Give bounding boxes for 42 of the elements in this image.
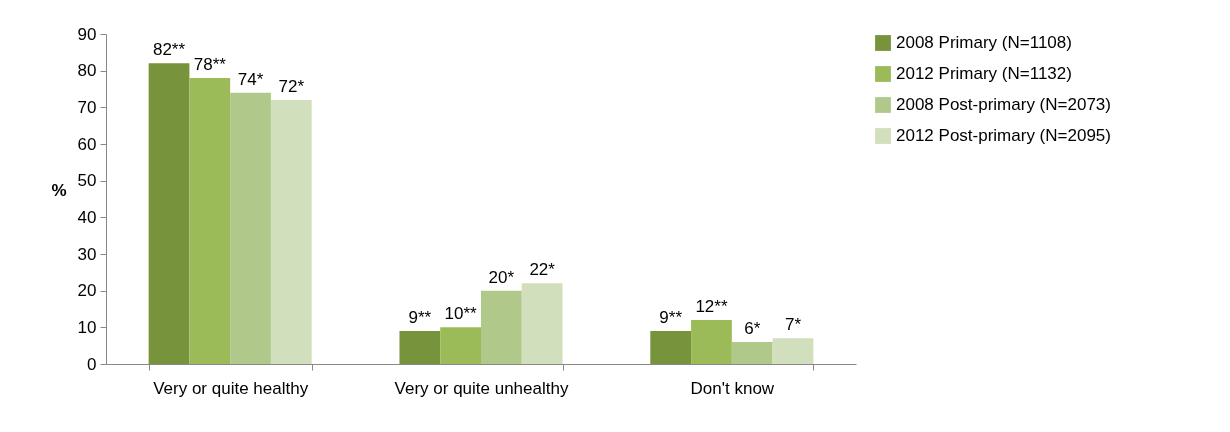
data-label: 9**: [659, 308, 683, 327]
data-label: 74*: [237, 69, 264, 89]
data-label: 12**: [695, 297, 728, 316]
x-tick-label: Very or quite unhealthy: [394, 378, 569, 398]
y-tick-label: 50: [77, 171, 97, 191]
y-tick-label: 60: [77, 134, 97, 154]
data-label: 22*: [529, 260, 556, 280]
legend-label: 2012 Post-primary (N=2095): [896, 126, 1111, 145]
y-axis-title: %: [51, 180, 67, 200]
legend-label: 2008 Primary (N=1108): [896, 33, 1072, 52]
legend-label: 2008 Post-primary (N=2073): [896, 95, 1111, 114]
y-tick-label: 20: [77, 281, 97, 301]
data-label: 9**: [408, 308, 432, 327]
y-tick-label: 30: [77, 244, 97, 264]
y-tick-label: 40: [77, 207, 97, 227]
data-label: 82**: [152, 40, 186, 60]
data-label: 10**: [444, 304, 478, 324]
x-tick-label: Don't know: [690, 378, 775, 398]
y-tick-label: 10: [77, 317, 97, 337]
y-tick-label: 0: [87, 354, 97, 374]
bar: [772, 338, 814, 364]
data-label: 78**: [193, 55, 227, 74]
y-tick-label: 90: [77, 24, 97, 44]
bar: [481, 290, 522, 364]
bar: [148, 63, 190, 364]
bar: [270, 100, 312, 364]
bar: [230, 92, 271, 364]
bar: [731, 342, 773, 364]
y-tick-label: 70: [77, 97, 97, 117]
legend-label: 2012 Primary (N=1132): [896, 64, 1072, 83]
bar: [189, 78, 231, 364]
data-label: 72*: [278, 77, 305, 96]
data-label: 7*: [784, 315, 802, 335]
data-label: 6*: [744, 319, 761, 338]
bar: [399, 331, 441, 364]
x-tick-label: Very or quite healthy: [153, 378, 309, 398]
bar: [440, 327, 481, 364]
y-tick-label: 80: [77, 61, 97, 81]
bar: [521, 283, 563, 364]
bar: [650, 331, 692, 364]
bar: [691, 320, 732, 364]
data-label: 20*: [488, 267, 515, 287]
